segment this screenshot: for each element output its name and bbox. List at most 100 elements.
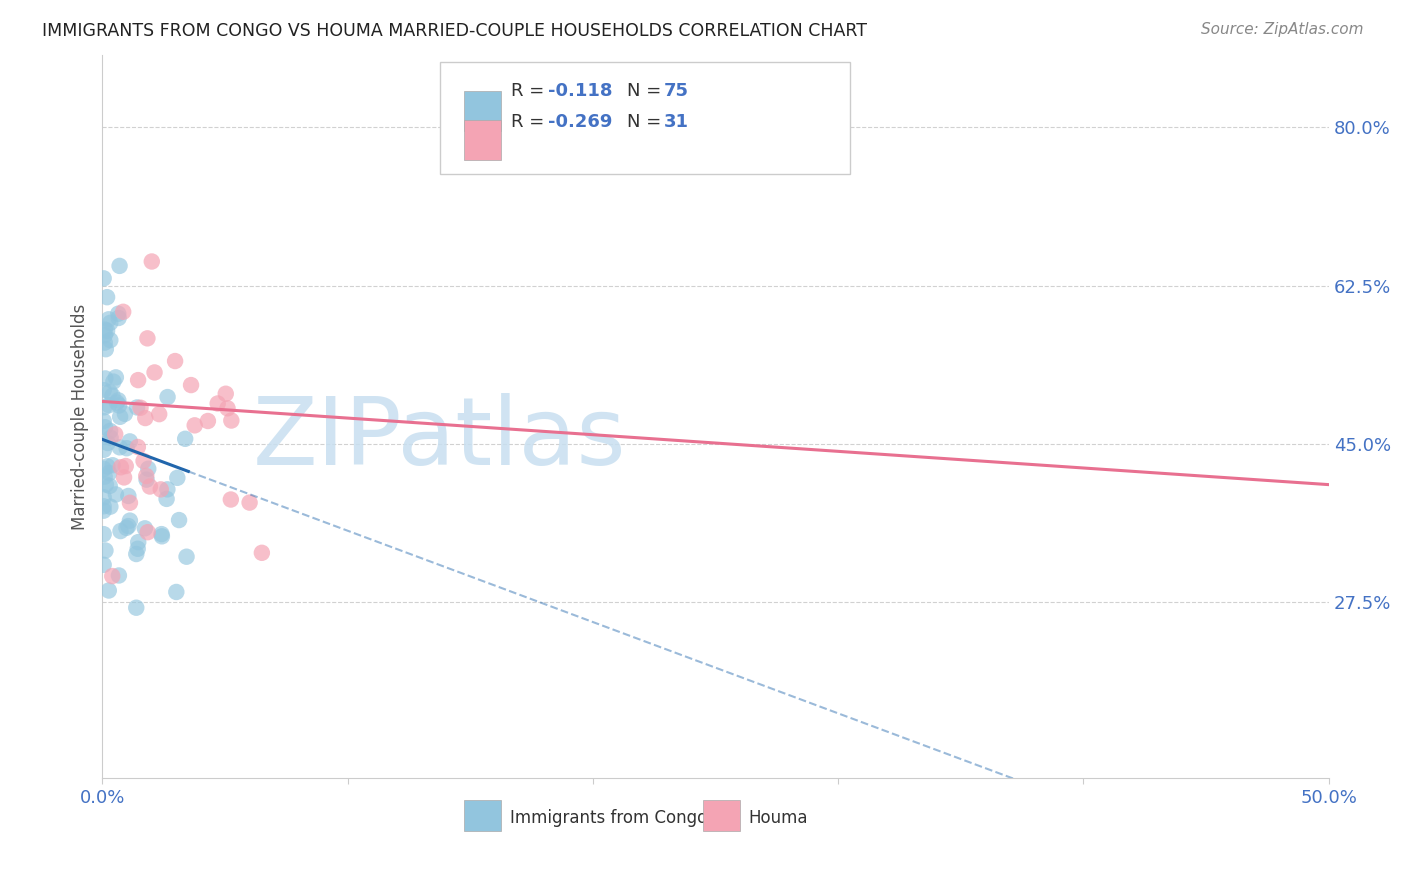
Point <box>134 411 156 425</box>
Point <box>112 470 135 484</box>
Text: -0.269: -0.269 <box>547 113 612 131</box>
Point <box>127 535 149 549</box>
Point <box>93 462 115 476</box>
Point <box>93 442 115 457</box>
Point <box>93 414 115 428</box>
Point <box>135 473 157 487</box>
Point <box>93 500 115 514</box>
Point <box>94 477 117 491</box>
Point <box>197 414 219 428</box>
Point <box>93 271 115 285</box>
Point <box>93 401 115 415</box>
Point <box>96 290 118 304</box>
Point <box>98 316 121 330</box>
Point <box>107 310 129 325</box>
Point <box>96 459 118 474</box>
Point <box>174 432 197 446</box>
Point <box>139 479 162 493</box>
Point <box>136 462 159 476</box>
Point <box>183 418 205 433</box>
Point <box>104 427 127 442</box>
Point <box>219 492 242 507</box>
Point <box>217 401 239 416</box>
Point <box>166 471 188 485</box>
Point <box>118 496 141 510</box>
Text: -0.118: -0.118 <box>547 82 612 100</box>
Point <box>98 385 121 400</box>
Point <box>101 569 124 583</box>
Point <box>125 547 148 561</box>
Point <box>127 440 149 454</box>
FancyBboxPatch shape <box>464 120 501 160</box>
Point <box>97 312 120 326</box>
Point <box>94 322 117 336</box>
Text: N =: N = <box>627 113 668 131</box>
Point <box>93 490 115 504</box>
Point <box>108 409 131 424</box>
Text: Source: ZipAtlas.com: Source: ZipAtlas.com <box>1201 22 1364 37</box>
Point <box>110 524 132 538</box>
Point <box>98 424 121 438</box>
Point <box>127 541 149 556</box>
Point <box>94 342 117 356</box>
Point <box>98 333 121 347</box>
Point <box>250 546 273 560</box>
Point <box>176 549 198 564</box>
Text: Houma: Houma <box>749 809 808 827</box>
FancyBboxPatch shape <box>703 800 740 830</box>
Point <box>207 396 229 410</box>
Point <box>156 390 179 404</box>
Point <box>100 431 122 445</box>
Point <box>143 366 166 380</box>
Point <box>107 307 129 321</box>
Point <box>98 500 121 514</box>
Point <box>239 495 262 509</box>
Point <box>97 436 120 450</box>
Text: ZIPatlas: ZIPatlas <box>253 392 627 484</box>
Point <box>114 458 136 473</box>
Point <box>107 393 129 408</box>
Point <box>108 440 131 454</box>
Point <box>103 375 125 389</box>
Point <box>141 254 163 268</box>
Point <box>112 305 135 319</box>
Point <box>127 373 149 387</box>
Point <box>108 399 131 413</box>
Point <box>150 527 173 541</box>
Point <box>180 378 202 392</box>
Point <box>115 521 138 535</box>
Point <box>96 324 118 338</box>
Point <box>94 328 117 343</box>
Text: IMMIGRANTS FROM CONGO VS HOUMA MARRIED-COUPLE HOUSEHOLDS CORRELATION CHART: IMMIGRANTS FROM CONGO VS HOUMA MARRIED-C… <box>42 22 868 40</box>
Point <box>136 525 159 540</box>
Point <box>108 259 131 273</box>
Point <box>135 469 157 483</box>
Point <box>93 504 115 518</box>
Text: R =: R = <box>510 113 550 131</box>
Point <box>117 519 139 533</box>
Point <box>94 335 117 350</box>
Point <box>93 469 115 483</box>
Point <box>148 407 170 421</box>
Point <box>155 491 177 506</box>
Point <box>136 331 159 345</box>
Point <box>118 514 141 528</box>
Point <box>125 401 148 415</box>
FancyBboxPatch shape <box>464 800 501 830</box>
Text: 31: 31 <box>664 113 689 131</box>
Point <box>117 489 139 503</box>
Point <box>132 454 155 468</box>
Point <box>165 585 187 599</box>
Point <box>149 483 172 497</box>
Point <box>98 466 121 480</box>
Point <box>115 441 138 455</box>
Point <box>118 434 141 449</box>
Point <box>93 383 115 397</box>
Point <box>97 583 120 598</box>
Point <box>104 370 127 384</box>
Point <box>129 401 152 415</box>
Point <box>98 479 121 493</box>
Point <box>93 558 115 572</box>
Point <box>105 395 128 409</box>
Point <box>98 398 121 412</box>
